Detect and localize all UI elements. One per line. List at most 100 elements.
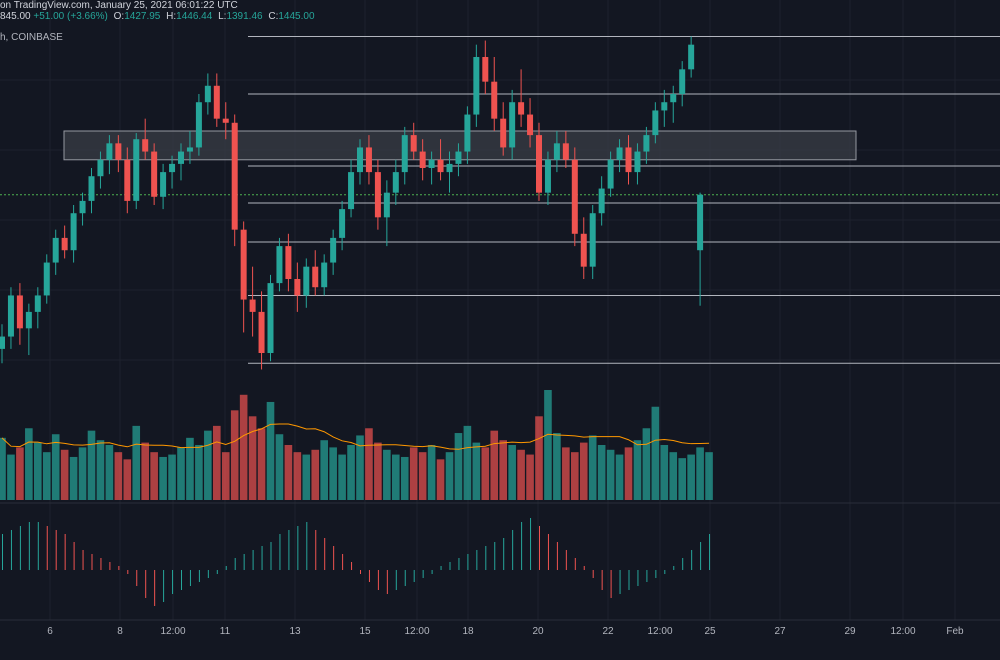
candle-body	[133, 139, 140, 201]
oscillator-bar	[127, 570, 129, 574]
volume-bar	[302, 454, 311, 500]
candle-body	[410, 135, 417, 152]
volume-bar	[7, 454, 15, 500]
volume-bar	[338, 454, 346, 500]
volume-bar	[248, 416, 257, 500]
oscillator-bar	[28, 522, 30, 570]
candle-body	[634, 151, 641, 173]
oscillator-bar	[351, 562, 353, 570]
volume-bar	[418, 452, 427, 500]
candle-body	[294, 279, 301, 296]
time-axis-label: 18	[462, 626, 474, 637]
volume-bar	[213, 425, 221, 500]
candle-body	[61, 237, 68, 251]
volume-bar	[275, 434, 284, 500]
oscillator-bar	[431, 570, 433, 574]
oscillator-bar	[234, 558, 236, 570]
oscillator-bar	[288, 530, 290, 570]
oscillator-bar	[46, 526, 48, 570]
oscillator-bar	[91, 554, 93, 570]
candle-body	[151, 151, 158, 197]
volume-bar	[356, 435, 364, 500]
oscillator-bar	[154, 570, 156, 606]
high-value: 1446.44	[176, 11, 213, 22]
volume-bar	[624, 447, 633, 500]
oscillator-bar	[2, 534, 3, 570]
volume-bar	[221, 452, 230, 500]
header-prefix: 845.00	[0, 11, 31, 22]
candle-body	[43, 262, 50, 296]
oscillator-bar	[619, 570, 621, 594]
oscillator-bar	[709, 534, 711, 570]
oscillator-bar	[270, 542, 272, 570]
oscillator-bar	[574, 558, 576, 570]
time-axis-label: 8	[117, 626, 123, 637]
oscillator-bar	[73, 542, 75, 570]
volume-bar	[571, 452, 579, 500]
oscillator-bar	[440, 566, 442, 570]
candle-body	[321, 262, 328, 288]
open-value: 1427.95	[124, 11, 161, 22]
oscillator-bar	[55, 530, 57, 570]
volume-bar	[239, 394, 248, 500]
candle-body	[303, 266, 310, 296]
volume-bar	[150, 452, 158, 500]
symbol-line: h, COINBASE	[0, 32, 63, 43]
volume-bar	[588, 435, 597, 500]
oscillator-bar	[530, 518, 532, 570]
oscillator-bar	[637, 570, 639, 586]
volume-bar	[311, 449, 320, 500]
volume-bar	[436, 459, 445, 500]
volume-bar	[499, 440, 507, 500]
candle-body	[455, 151, 462, 164]
candle-body	[383, 192, 390, 218]
candle-body	[34, 295, 41, 312]
volume-bar	[633, 440, 642, 500]
volume-bar	[562, 447, 570, 500]
volume-bar	[186, 437, 194, 500]
candle-body	[195, 102, 202, 148]
low-value: 1391.46	[226, 11, 263, 22]
oscillator-bar	[82, 550, 84, 570]
candle-body	[97, 159, 104, 177]
oscillator-bar	[189, 570, 191, 586]
oscillator-bar	[297, 526, 299, 570]
volume-bar	[230, 410, 239, 500]
published-text: on TradingView.com, January 25, 2021 06:…	[0, 0, 238, 11]
candle-body	[52, 237, 59, 263]
volume-bar	[177, 447, 185, 500]
time-axis-label: 27	[774, 626, 786, 637]
time-axis-label: 29	[844, 626, 856, 637]
oscillator-bar	[646, 570, 648, 582]
candle-body	[204, 85, 211, 103]
candle-body	[607, 159, 614, 189]
candle-body	[7, 295, 14, 337]
oscillator-bar	[628, 570, 630, 590]
oscillator-bar	[172, 570, 174, 594]
oscillator-bar	[655, 570, 657, 578]
candle-body	[142, 139, 149, 152]
oscillator-bar	[342, 554, 344, 570]
candle-body	[661, 102, 668, 111]
candle-body	[106, 143, 113, 160]
oscillator-bar	[163, 570, 165, 602]
volume-bar	[51, 434, 60, 500]
candle-body	[527, 114, 534, 136]
volume-bar	[293, 452, 302, 500]
candle-body	[160, 172, 167, 197]
oscillator-bar	[413, 570, 415, 582]
oscillator-bar	[476, 550, 478, 570]
oscillator-bar	[449, 562, 451, 570]
candle-body	[88, 176, 95, 201]
volume-bar	[105, 445, 114, 500]
time-axis-label: 15	[359, 626, 371, 637]
oscillator-bar	[682, 558, 684, 570]
time-axis-label: 12:00	[647, 626, 672, 637]
volume-bar	[266, 401, 275, 500]
oscillator-bar	[494, 542, 496, 570]
oscillator-bar	[324, 538, 326, 570]
candle-body	[518, 102, 525, 115]
candle-body	[589, 213, 596, 267]
